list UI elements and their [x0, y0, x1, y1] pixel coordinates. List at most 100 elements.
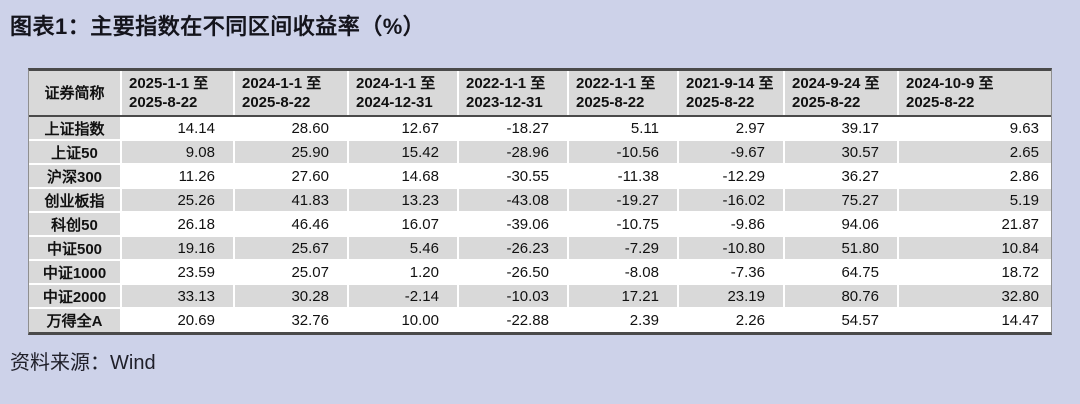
row-label: 科创50: [29, 211, 121, 236]
value-cell: 2.39: [567, 307, 678, 332]
period-header: 2024-1-1 至 2024-12-31: [347, 71, 458, 117]
value-cell: -9.86: [677, 211, 784, 236]
value-cell: 64.75: [783, 259, 898, 284]
value-cell: 10.00: [347, 307, 458, 332]
table-row: 沪深300 11.26 27.60 14.68 -30.55 -11.38 -12.29 36…: [29, 163, 1051, 188]
table-row: 上证50 9.08 25.90 15.42 -28.96 -10.56 -9.67 30.57…: [29, 139, 1051, 164]
value-cell: 12.67: [347, 115, 458, 140]
value-cell: -7.36: [677, 259, 784, 284]
period-header: 2022-1-1 至 2023-12-31: [457, 71, 568, 117]
value-cell: 26.18: [120, 211, 234, 236]
value-cell: 75.27: [783, 187, 898, 212]
value-cell: 14.47: [897, 307, 1051, 332]
value-cell: 32.76: [233, 307, 348, 332]
value-cell: 17.21: [567, 283, 678, 308]
value-cell: 9.08: [120, 139, 234, 164]
table-row: 万得全A 20.69 32.76 10.00 -22.88 2.39 2.26 54.57 14…: [29, 307, 1051, 332]
row-label: 万得全A: [29, 307, 121, 332]
table-row: 创业板指 25.26 41.83 13.23 -43.08 -19.27 -16.02 75.…: [29, 187, 1051, 212]
returns-table-wrapper: 证券简称 2025-1-1 至 2025-8-22 2024-1-1 至 2025-…: [28, 68, 1052, 335]
value-cell: 30.28: [233, 283, 348, 308]
value-cell: -2.14: [347, 283, 458, 308]
table-row: 中证2000 33.13 30.28 -2.14 -10.03 17.21 23.19 80.…: [29, 283, 1051, 308]
period-header: 2021-9-14 至 2025-8-22: [677, 71, 784, 117]
value-cell: 27.60: [233, 163, 348, 188]
value-cell: -28.96: [457, 139, 568, 164]
row-label: 沪深300: [29, 163, 121, 188]
value-cell: 13.23: [347, 187, 458, 212]
value-cell: 2.65: [897, 139, 1051, 164]
period-header: 2024-9-24 至 2025-8-22: [783, 71, 898, 117]
value-cell: -16.02: [677, 187, 784, 212]
period-header: 2025-1-1 至 2025-8-22: [120, 71, 234, 117]
period-header: 2024-1-1 至 2025-8-22: [233, 71, 348, 117]
value-cell: -39.06: [457, 211, 568, 236]
value-cell: 33.13: [120, 283, 234, 308]
table-body: 上证指数 14.14 28.60 12.67 -18.27 5.11 2.97 39.17 9.…: [29, 115, 1051, 332]
value-cell: 30.57: [783, 139, 898, 164]
report-figure: 图表1：主要指数在不同区间收益率（%） 证券简称 2025-1-1 至 2025-…: [10, 14, 1052, 374]
value-cell: 5.11: [567, 115, 678, 140]
value-cell: 28.60: [233, 115, 348, 140]
value-cell: -26.23: [457, 235, 568, 260]
row-label: 中证500: [29, 235, 121, 260]
value-cell: 41.83: [233, 187, 348, 212]
value-cell: 15.42: [347, 139, 458, 164]
table-row: 科创50 26.18 46.46 16.07 -39.06 -10.75 -9.86 94.0…: [29, 211, 1051, 236]
value-cell: 39.17: [783, 115, 898, 140]
value-cell: 18.72: [897, 259, 1051, 284]
value-cell: 2.26: [677, 307, 784, 332]
value-cell: 14.68: [347, 163, 458, 188]
value-cell: -19.27: [567, 187, 678, 212]
value-cell: 25.07: [233, 259, 348, 284]
value-cell: 25.26: [120, 187, 234, 212]
value-cell: 5.46: [347, 235, 458, 260]
value-cell: 16.07: [347, 211, 458, 236]
value-cell: 80.76: [783, 283, 898, 308]
row-label: 上证指数: [29, 115, 121, 140]
figure-title: 图表1：主要指数在不同区间收益率（%）: [10, 14, 426, 39]
value-cell: -30.55: [457, 163, 568, 188]
value-cell: 21.87: [897, 211, 1051, 236]
returns-table: 证券简称 2025-1-1 至 2025-8-22 2024-1-1 至 2025-…: [29, 71, 1051, 332]
value-cell: -10.56: [567, 139, 678, 164]
value-cell: 11.26: [120, 163, 234, 188]
value-cell: 25.67: [233, 235, 348, 260]
value-cell: -26.50: [457, 259, 568, 284]
value-cell: 19.16: [120, 235, 234, 260]
row-label: 中证1000: [29, 259, 121, 284]
value-cell: 2.97: [677, 115, 784, 140]
value-cell: -7.29: [567, 235, 678, 260]
value-cell: 25.90: [233, 139, 348, 164]
value-cell: 2.86: [897, 163, 1051, 188]
value-cell: 46.46: [233, 211, 348, 236]
row-label: 创业板指: [29, 187, 121, 212]
value-cell: 1.20: [347, 259, 458, 284]
value-cell: 54.57: [783, 307, 898, 332]
value-cell: -8.08: [567, 259, 678, 284]
value-cell: -22.88: [457, 307, 568, 332]
value-cell: -12.29: [677, 163, 784, 188]
value-cell: -9.67: [677, 139, 784, 164]
value-cell: 14.14: [120, 115, 234, 140]
value-cell: 5.19: [897, 187, 1051, 212]
data-source-label: 资料来源：Wind: [10, 352, 156, 374]
value-cell: 94.06: [783, 211, 898, 236]
value-cell: -10.75: [567, 211, 678, 236]
period-header: 2022-1-1 至 2025-8-22: [567, 71, 678, 117]
row-label: 上证50: [29, 139, 121, 164]
table-row: 中证1000 23.59 25.07 1.20 -26.50 -8.08 -7.36 64.7…: [29, 259, 1051, 284]
row-label: 中证2000: [29, 283, 121, 308]
value-cell: 9.63: [897, 115, 1051, 140]
value-cell: 20.69: [120, 307, 234, 332]
value-cell: 32.80: [897, 283, 1051, 308]
table-row: 上证指数 14.14 28.60 12.67 -18.27 5.11 2.97 39.17 9.…: [29, 115, 1051, 140]
value-cell: -10.03: [457, 283, 568, 308]
value-cell: -10.80: [677, 235, 784, 260]
value-cell: 23.19: [677, 283, 784, 308]
value-cell: 36.27: [783, 163, 898, 188]
value-cell: -43.08: [457, 187, 568, 212]
value-cell: 23.59: [120, 259, 234, 284]
value-cell: 10.84: [897, 235, 1051, 260]
value-cell: 51.80: [783, 235, 898, 260]
